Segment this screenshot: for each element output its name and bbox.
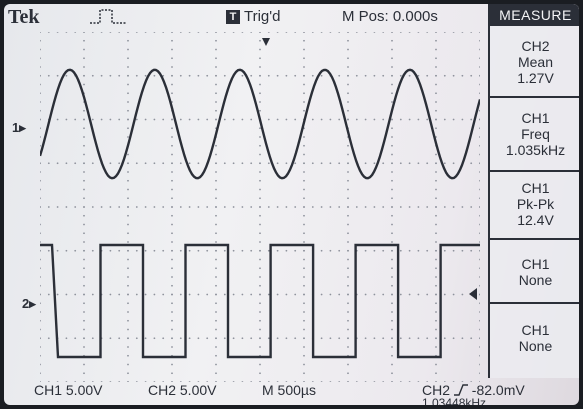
measure-type: Pk-Pk (516, 196, 555, 212)
ch1-sine-trace (40, 68, 480, 180)
measure-value: 12.4V (517, 212, 554, 228)
measure-value: 1.035kHz (505, 142, 566, 158)
measure-source: CH1 (521, 180, 550, 196)
measure-type: Freq (521, 126, 550, 142)
trigger-level-icon (469, 288, 477, 300)
trigger-status-label: Trig'd (244, 8, 281, 25)
ch1-marker-label: 1 (12, 120, 20, 135)
ch2-square-trace (40, 243, 480, 359)
measure-slot-5[interactable]: CH1 None (490, 306, 579, 378)
trigger-source: CH2 (422, 382, 451, 398)
timebase: M 500µs (262, 382, 316, 398)
measure-source: CH1 (521, 110, 550, 126)
measure-source: CH1 (521, 322, 550, 338)
measure-type: None (518, 272, 553, 288)
ch1-ground-marker: 1▸ (12, 120, 26, 135)
run-status-icon (90, 9, 126, 24)
trigger-position-icon (262, 38, 270, 46)
measure-slot-4[interactable]: CH1 None (490, 242, 579, 304)
measure-title: MEASURE (490, 4, 579, 26)
measure-type: None (518, 338, 553, 354)
rising-edge-icon (453, 384, 468, 396)
waveform-display (40, 32, 480, 382)
trigger-level: -82.0mV (471, 382, 525, 398)
ch2-ground-marker: 2▸ (22, 296, 36, 311)
ch2-marker-label: 2 (22, 296, 30, 311)
trigger-status: T Trig'd (226, 8, 280, 25)
trigger-badge-icon: T (226, 10, 240, 24)
measure-menu: MEASURE CH2 Mean 1.27V CH1 Freq 1.035kHz… (488, 4, 579, 378)
measure-slot-2[interactable]: CH1 Freq 1.035kHz (490, 100, 579, 172)
brand-logo: Tek (8, 6, 40, 28)
measure-slot-1[interactable]: CH2 Mean 1.27V (490, 28, 579, 98)
trigger-readout: CH2 -82.0mV (422, 382, 525, 398)
ch1-scale: CH1 5.00V (34, 382, 103, 398)
trigger-frequency: 1.03448kHz (422, 396, 487, 405)
oscilloscope-screen: Tek T Trig'd M Pos: 0.000s 1▸ 2▸ MEASURE … (4, 4, 579, 405)
measure-value: 1.27V (517, 70, 554, 86)
measure-type: Mean (517, 54, 554, 70)
graticule (40, 32, 480, 382)
horizontal-position: M Pos: 0.000s (342, 8, 438, 25)
measure-source: CH2 (521, 38, 550, 54)
ch2-scale: CH2 5.00V (148, 382, 217, 398)
measure-source: CH1 (521, 256, 550, 272)
measure-slot-3[interactable]: CH1 Pk-Pk 12.4V (490, 174, 579, 240)
